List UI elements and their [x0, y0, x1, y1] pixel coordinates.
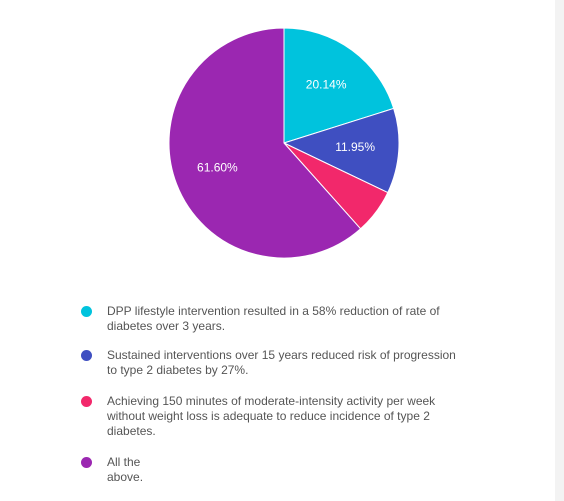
legend-marker: [81, 396, 92, 407]
legend-label: Sustained interventions over 15 years re…: [107, 348, 456, 377]
slice-data-label: 11.95%: [335, 140, 375, 154]
chart-legend: DPP lifestyle intervention resulted in a…: [81, 304, 461, 499]
legend-item[interactable]: All the above.: [81, 455, 461, 485]
legend-marker: [81, 457, 92, 468]
scrollbar[interactable]: [555, 0, 564, 501]
legend-item[interactable]: Sustained interventions over 15 years re…: [81, 348, 461, 378]
legend-label: Achieving 150 minutes of moderate-intens…: [107, 394, 436, 438]
pie-slice[interactable]: [168, 27, 362, 259]
pie-slice[interactable]: [283, 27, 395, 144]
pie-slices: [168, 27, 400, 259]
pie-slice[interactable]: [282, 107, 400, 194]
legend-marker: [81, 306, 92, 317]
slice-data-label: 61.60%: [197, 161, 238, 175]
slice-data-label: 20.14%: [306, 78, 347, 92]
legend-label: DPP lifestyle intervention resulted in a…: [107, 304, 440, 333]
legend-label: All the above.: [107, 455, 144, 484]
pie-data-labels: 20.14% 11.95% 61.60%: [197, 78, 375, 175]
legend-item[interactable]: DPP lifestyle intervention resulted in a…: [81, 304, 461, 334]
legend-item[interactable]: Achieving 150 minutes of moderate-intens…: [81, 394, 461, 439]
legend-marker: [81, 350, 92, 361]
